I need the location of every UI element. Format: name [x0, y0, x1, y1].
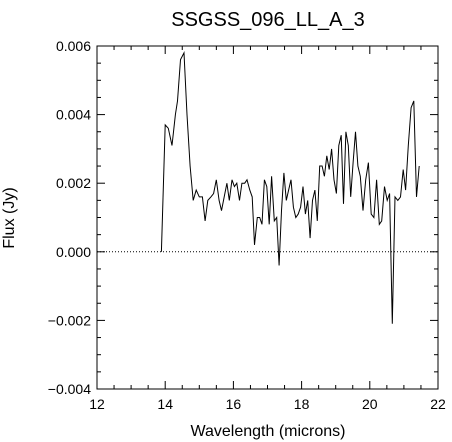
x-axis-label: Wavelength (microns)	[190, 423, 345, 440]
y-tick-label: 0.000	[56, 244, 91, 260]
x-tick-label: 20	[362, 396, 378, 412]
flux-series-line	[160, 51, 420, 324]
x-tick-label: 16	[226, 396, 242, 412]
x-tick-label: 14	[157, 396, 173, 412]
chart-title: SSGSS_096_LL_A_3	[171, 9, 365, 31]
y-axis-ticks: −0.004 −0.002 0.000 0.002 0.004 0.006	[48, 38, 438, 397]
x-tick-label: 22	[430, 396, 446, 412]
x-tick-label: 12	[89, 396, 105, 412]
y-tick-label: 0.004	[56, 107, 91, 123]
y-axis-label: Flux (Jy)	[1, 187, 18, 248]
y-tick-label: 0.002	[56, 175, 91, 191]
plot-frame	[96, 45, 439, 390]
y-tick-label: 0.006	[56, 38, 91, 54]
x-axis-ticks: 12 14 16 18 20 22	[89, 46, 446, 412]
x-tick-label: 18	[294, 396, 310, 412]
y-tick-label: −0.002	[48, 312, 91, 328]
y-tick-label: −0.004	[48, 381, 91, 397]
